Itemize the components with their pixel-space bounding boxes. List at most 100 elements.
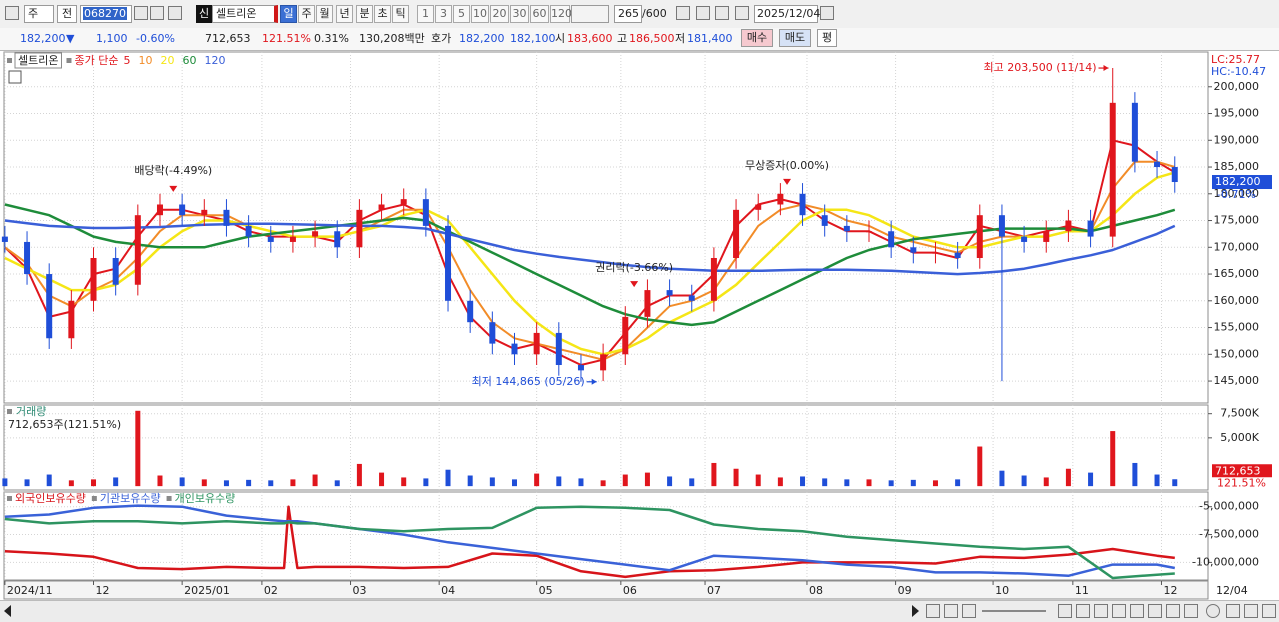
candle-body	[24, 241, 31, 275]
view-icon[interactable]	[1148, 604, 1162, 618]
y-tick-label: 7,500K	[1220, 407, 1259, 420]
rewind-button[interactable]	[926, 604, 940, 618]
scroll-bar	[0, 600, 1279, 622]
zoom-in[interactable]	[1244, 604, 1258, 618]
volume: 712,653	[205, 32, 251, 45]
view-icon[interactable]	[1094, 604, 1108, 618]
x-tick-label: 08	[809, 584, 823, 597]
toolbar-button[interactable]: 일	[280, 5, 297, 23]
candle-body	[201, 209, 208, 216]
avg-button[interactable]: 평	[817, 29, 837, 47]
volume-bar	[445, 469, 451, 487]
toolbar-button[interactable]: 20	[490, 5, 509, 23]
layout-icon[interactable]	[5, 6, 19, 20]
count-input[interactable]: 265	[614, 5, 642, 23]
toolbar-button[interactable]: 월	[316, 5, 333, 23]
candle-body	[467, 300, 474, 323]
volume-bar	[888, 480, 894, 487]
candle-body	[666, 290, 673, 296]
candle-body	[156, 204, 163, 216]
candle-body	[46, 274, 53, 339]
tool-icon[interactable]	[696, 6, 710, 20]
toolbar-button[interactable]: 틱	[392, 5, 409, 23]
y-tick-label: 195,000	[1214, 107, 1260, 120]
volume-bar	[866, 479, 872, 487]
zoom-out[interactable]	[1226, 604, 1240, 618]
volume-bar	[733, 468, 739, 487]
sell-button[interactable]: 매도	[779, 29, 811, 47]
toolbar-button[interactable]: 1	[417, 5, 434, 23]
search-icon[interactable]	[150, 6, 164, 20]
candle-body	[1154, 161, 1161, 168]
toolbar-button[interactable]: 주	[298, 5, 315, 23]
toolbar-button[interactable]: 30	[510, 5, 529, 23]
code-input[interactable]: 068270	[80, 5, 132, 23]
search-zoom[interactable]	[1206, 604, 1220, 618]
amount: 130,208백만	[359, 32, 425, 45]
moving-average-line	[4, 171, 1176, 356]
calendar-icon[interactable]	[820, 6, 834, 20]
volume-bar	[290, 479, 296, 487]
volume-bar	[844, 479, 850, 487]
candle-body	[710, 257, 717, 301]
candle-body	[1043, 231, 1050, 242]
candle-body	[555, 332, 562, 366]
view-icon[interactable]	[1112, 604, 1126, 618]
candle-body	[445, 225, 452, 301]
moving-average-line	[4, 160, 1176, 361]
view-icon[interactable]	[1076, 604, 1090, 618]
settings-icon[interactable]	[735, 6, 749, 20]
toolbar-button[interactable]: 60	[530, 5, 549, 23]
view-icon[interactable]	[1166, 604, 1180, 618]
play-button[interactable]	[962, 604, 976, 618]
toolbar-button[interactable]: 10	[471, 5, 489, 23]
candle-body	[976, 215, 983, 258]
blank-select[interactable]	[571, 5, 609, 23]
dropdown-icon[interactable]	[134, 6, 148, 20]
prev-button[interactable]: 전	[57, 5, 77, 23]
view-icon[interactable]	[1184, 604, 1198, 618]
volume-bar	[932, 480, 938, 487]
volume-bar	[600, 480, 606, 487]
last-volume-box	[1212, 464, 1272, 478]
view-icon[interactable]	[1130, 604, 1144, 618]
legend-entry: 20	[160, 54, 174, 67]
candle-body	[334, 231, 341, 248]
code-text: 068270	[83, 7, 127, 20]
toolbar-button[interactable]: 3	[435, 5, 452, 23]
view-icon[interactable]	[1058, 604, 1072, 618]
tool-icon[interactable]	[676, 6, 690, 20]
stop-button[interactable]	[944, 604, 958, 618]
buy-button[interactable]: 매수	[741, 29, 773, 47]
date-input[interactable]: 2025/12/04	[754, 5, 820, 23]
volume-bar	[223, 480, 229, 487]
volume-bar	[822, 478, 828, 487]
volume-bar	[312, 474, 318, 487]
toolbar-button[interactable]: 분	[356, 5, 373, 23]
save-icon[interactable]	[715, 6, 729, 20]
sound-icon[interactable]	[168, 6, 182, 20]
legend-entry: 10	[138, 54, 152, 67]
scroll-end[interactable]	[1262, 604, 1276, 618]
turnover: 0.31%	[314, 32, 349, 45]
toolbar-button[interactable]: 초	[374, 5, 391, 23]
toolbar-button[interactable]: 120	[550, 5, 572, 23]
y-tick-label: -10,000,000	[1192, 555, 1259, 568]
scroll-right[interactable]	[912, 605, 919, 617]
zoom-slider[interactable]	[982, 610, 1046, 612]
volume-bar	[268, 480, 274, 487]
toolbar-button[interactable]: 5	[453, 5, 470, 23]
moving-average-line	[4, 219, 1176, 276]
scroll-left[interactable]	[4, 605, 11, 617]
toolbar-button[interactable]: 년	[336, 5, 353, 23]
candle-body	[1021, 236, 1028, 242]
annotation: 무상증자(0.00%)	[745, 159, 829, 172]
period-select[interactable]: 주	[24, 5, 54, 23]
low-label: 저	[675, 32, 686, 45]
candle-body	[1109, 102, 1116, 237]
stock-name[interactable]: 셀트리온	[212, 5, 278, 23]
x-tick-label: 10	[995, 584, 1009, 597]
x-tick-label: 03	[353, 584, 367, 597]
